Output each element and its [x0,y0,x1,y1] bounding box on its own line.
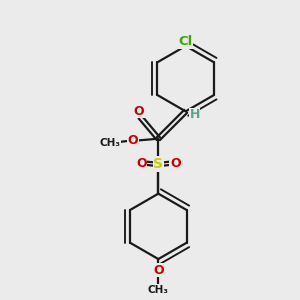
Text: CH₃: CH₃ [100,138,121,148]
Text: S: S [153,157,163,171]
Text: O: O [134,105,144,118]
Text: O: O [170,157,181,170]
Text: O: O [128,134,139,147]
Text: CH₃: CH₃ [148,285,169,295]
Text: O: O [136,157,147,170]
Text: Cl: Cl [178,35,193,48]
Text: H: H [189,108,200,122]
Text: O: O [153,264,164,277]
